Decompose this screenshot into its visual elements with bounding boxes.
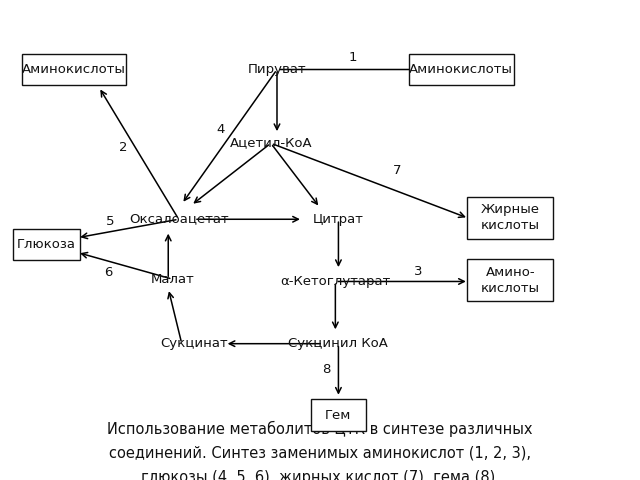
Text: Аминокислоты: Аминокислоты bbox=[22, 63, 126, 76]
Text: соединений. Синтез заменимых аминокислот (1, 2, 3),: соединений. Синтез заменимых аминокислот… bbox=[109, 446, 531, 461]
Text: Жирные
кислоты: Жирные кислоты bbox=[481, 204, 540, 232]
Text: Цитрат: Цитрат bbox=[313, 213, 364, 226]
Text: Оксалоацетат: Оксалоацетат bbox=[129, 213, 228, 226]
Text: глюкозы (4, 5, 6), жирных кислот (7), гема (8).: глюкозы (4, 5, 6), жирных кислот (7), ге… bbox=[141, 470, 499, 480]
Text: 3: 3 bbox=[414, 265, 422, 278]
Text: α-Кетоглутарат: α-Кетоглутарат bbox=[280, 275, 390, 288]
Text: Аминокислоты: Аминокислоты bbox=[410, 63, 513, 76]
Text: 2: 2 bbox=[119, 141, 127, 155]
Text: 6: 6 bbox=[104, 266, 112, 279]
FancyBboxPatch shape bbox=[467, 197, 554, 239]
Text: Сукцинил КоА: Сукцинил КоА bbox=[289, 337, 388, 350]
Text: Использование метаболитов ЦТК в синтезе различных: Использование метаболитов ЦТК в синтезе … bbox=[108, 421, 532, 437]
Text: 1: 1 bbox=[348, 51, 357, 64]
Text: 8: 8 bbox=[322, 362, 330, 375]
FancyBboxPatch shape bbox=[311, 399, 366, 431]
Text: 7: 7 bbox=[392, 164, 401, 178]
FancyBboxPatch shape bbox=[13, 229, 81, 260]
Text: Малат: Малат bbox=[150, 273, 195, 286]
Text: Ацетил-КоА: Ацетил-КоА bbox=[230, 137, 312, 150]
Text: Гем: Гем bbox=[325, 408, 351, 421]
Text: Амино-
кислоты: Амино- кислоты bbox=[481, 265, 540, 295]
Text: 5: 5 bbox=[106, 215, 114, 228]
Text: Глюкоза: Глюкоза bbox=[17, 238, 76, 251]
Text: Сукцинат: Сукцинат bbox=[160, 337, 228, 350]
Text: 4: 4 bbox=[216, 123, 225, 136]
FancyBboxPatch shape bbox=[409, 54, 513, 85]
Text: Пируват: Пируват bbox=[248, 63, 307, 76]
FancyBboxPatch shape bbox=[22, 54, 127, 85]
FancyBboxPatch shape bbox=[467, 259, 554, 301]
